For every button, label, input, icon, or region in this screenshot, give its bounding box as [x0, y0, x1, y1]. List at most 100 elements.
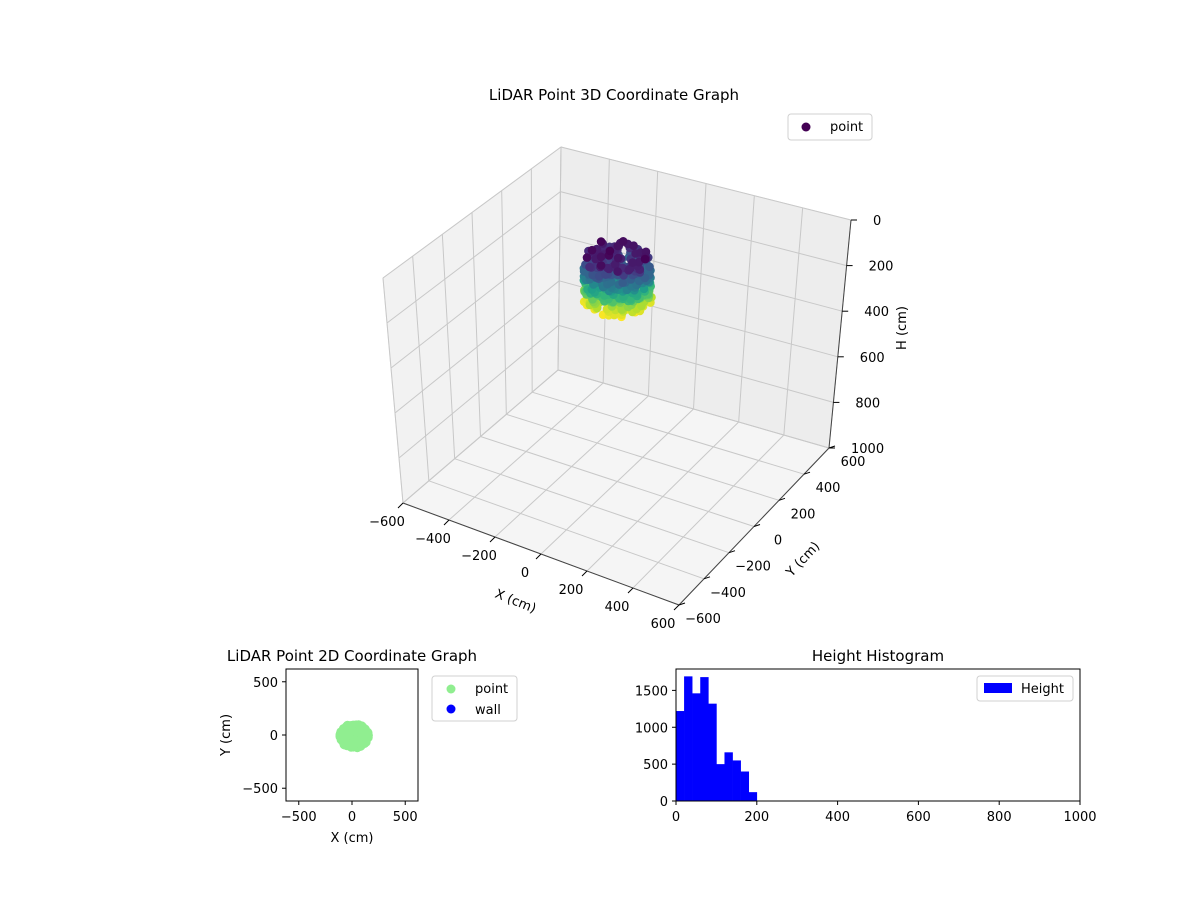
y-tick-mark: [703, 576, 711, 580]
x-tick-label: −400: [415, 532, 451, 547]
grid-back-h: [558, 324, 834, 403]
chart-3d-legend-label: point: [830, 120, 863, 135]
chart-3d: LiDAR Point 3D Coordinate Graph −600 −400…: [369, 86, 910, 632]
x-tick-mark: [443, 519, 450, 526]
y-tick-label: 0: [660, 795, 668, 810]
chart-3d-legend: point: [787, 113, 873, 141]
x-tick-label: −200: [461, 549, 497, 564]
chart-2d-legend-marker-wall: [446, 704, 456, 714]
grid-left-y: [382, 277, 404, 504]
y-tick-mark: [753, 524, 761, 527]
point-3d: [588, 270, 597, 280]
histogram-bar: [708, 703, 717, 801]
chart-2d-title: LiDAR Point 2D Coordinate Graph: [227, 647, 477, 665]
x-tick-label: 600: [906, 810, 931, 825]
y-tick-label: 500: [643, 758, 668, 773]
h-tick-label: 1000: [851, 442, 884, 457]
y-tick-label: 400: [816, 481, 841, 496]
h-tick-label: 200: [869, 260, 894, 275]
chart-2d: LiDAR Point 2D Coordinate Graph −500 0 500…: [219, 647, 518, 846]
y-tick-label: 1500: [635, 684, 668, 699]
point-3d: [613, 253, 623, 263]
grid-floor-y: [506, 413, 780, 501]
point-3d: [587, 245, 597, 255]
y-tick-label: −500: [242, 782, 278, 797]
grid-left-y: [471, 212, 481, 437]
x-tick-label: 200: [559, 583, 584, 598]
x-tick-label: 400: [605, 600, 630, 615]
grid-floor-y: [428, 480, 705, 580]
x-tick-label: 200: [744, 810, 769, 825]
chart-3d-ylabel: Y (cm): [783, 539, 823, 581]
chart-3d-legend-marker: [801, 122, 811, 132]
grid-floor-y: [454, 458, 730, 554]
grid-left-h: [386, 191, 561, 324]
grid-back-h: [560, 146, 852, 221]
y-tick-mark: [803, 471, 811, 475]
histogram-x-ticks: 0 200 400 600 800 1000: [672, 801, 1097, 825]
chart-2d-xlabel: X (cm): [331, 831, 374, 846]
x-tick-label: 0: [521, 566, 529, 581]
grid-back-x: [738, 195, 755, 423]
point-3d: [618, 278, 627, 288]
chart-2d-ylabel: Y (cm): [219, 714, 234, 757]
y-tick-label: 1000: [635, 721, 668, 736]
point-3d: [596, 237, 606, 246]
histogram-bar: [692, 693, 701, 801]
point-2d: [344, 739, 354, 749]
point-3d: [640, 273, 650, 283]
histogram-legend-swatch: [984, 683, 1012, 693]
point-3d: [628, 258, 637, 267]
point-3d: [605, 246, 615, 256]
y-tick-label: −400: [710, 586, 746, 601]
grid-left-y: [501, 190, 507, 415]
h-axis-line: [828, 219, 852, 449]
x-tick-mark: [397, 502, 404, 509]
x-tick-mark: [581, 570, 588, 577]
h-tick-label: 0: [873, 214, 881, 229]
chart-2d-x-ticks: −500 0 500: [281, 801, 418, 825]
histogram-bar: [748, 792, 758, 801]
histogram-bar: [732, 760, 741, 801]
chart-2d-legend-marker-point: [446, 684, 456, 694]
histogram-title: Height Histogram: [812, 647, 944, 665]
y-tick-mark: [728, 550, 736, 554]
histogram-bar: [684, 676, 693, 801]
grid-left-h: [398, 325, 559, 459]
chart-2d-points: [335, 720, 373, 753]
grid-back-x: [783, 207, 804, 436]
y-tick-label: 200: [791, 507, 816, 522]
h-tick-label: 600: [860, 351, 885, 366]
histogram-legend-label: Height: [1021, 682, 1064, 697]
x-tick-label: −500: [281, 810, 317, 825]
chart-2d-legend-label-wall: wall: [475, 703, 501, 718]
point-2d: [343, 730, 353, 740]
grid-left-y: [530, 168, 533, 393]
grid-left-h: [394, 280, 560, 414]
histogram-legend: Height: [976, 675, 1074, 702]
chart-3d-z-ticks: 0 200 400 600 800 1000: [829, 214, 893, 457]
point-2d: [339, 724, 348, 734]
y-tick-mark: [778, 497, 786, 501]
x-tick-label: 600: [651, 617, 676, 632]
grid-left-y: [441, 234, 456, 459]
chart-2d-legend-label-point: point: [475, 682, 508, 697]
histogram-frame: [675, 668, 1081, 802]
point-3d: [629, 241, 638, 250]
chart-3d-x-ticks: −600 −400 −200 0 200 400 600: [369, 502, 680, 632]
grid-left-y: [557, 146, 562, 371]
y-tick-label: 600: [841, 455, 866, 470]
y-tick-label: 500: [253, 676, 278, 691]
histogram-bar: [676, 711, 685, 801]
grid-floor-y: [532, 391, 805, 475]
x-tick-label: 400: [825, 810, 850, 825]
point-3d: [596, 252, 606, 262]
histogram-bar: [724, 752, 733, 801]
grid-floor-y: [480, 436, 755, 527]
x-tick-mark: [627, 587, 634, 594]
histogram-bars: [676, 676, 758, 801]
x-tick-label: 1000: [1063, 810, 1096, 825]
x-tick-label: 500: [393, 810, 418, 825]
